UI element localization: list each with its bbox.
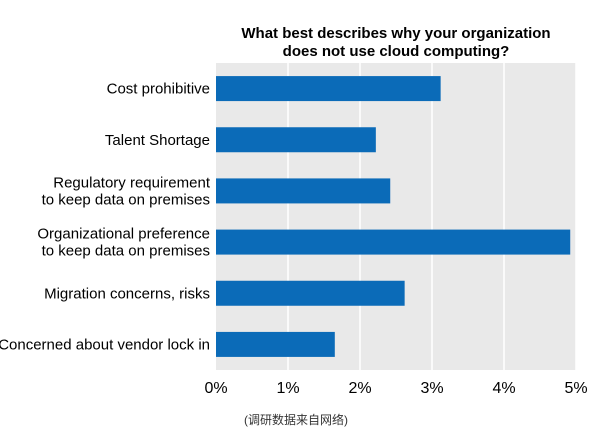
x-axis-tick-labels: 0% 1% 2% 3% 4% 5%	[204, 380, 587, 397]
bar	[216, 127, 376, 153]
source-note: (调研数据来自网络)	[244, 412, 348, 427]
bars	[216, 76, 571, 357]
bar	[216, 76, 441, 102]
category-label: Organizational preference	[37, 226, 210, 243]
bar	[216, 178, 391, 204]
category-labels: Cost prohibitive Talent Shortage Regulator…	[0, 81, 211, 354]
bar	[216, 331, 335, 357]
plot-area	[216, 63, 576, 370]
x-tick-label: 5%	[564, 380, 587, 397]
bar	[216, 229, 571, 255]
x-tick-label: 3%	[420, 380, 443, 397]
category-label: to keep data on premises	[42, 243, 210, 260]
gridlines	[287, 63, 577, 370]
category-label: Talent Shortage	[105, 132, 210, 149]
chart-title: What best describes why your organizatio…	[241, 25, 550, 60]
category-label: Cost prohibitive	[107, 81, 210, 98]
chart-title-line-1: What best describes why your organizatio…	[241, 25, 550, 42]
category-label: to keep data on premises	[42, 191, 210, 208]
category-label: Regulatory requirement	[53, 174, 211, 191]
x-tick-label: 2%	[348, 380, 371, 397]
chart-title-line-2: does not use cloud computing?	[283, 43, 510, 60]
category-label: Migration concerns, risks	[44, 285, 210, 302]
x-tick-label: 1%	[276, 380, 299, 397]
bar	[216, 280, 405, 306]
category-label: Concerned about vendor lock in	[0, 336, 210, 353]
x-tick-label: 0%	[204, 380, 227, 397]
x-tick-label: 4%	[492, 380, 515, 397]
